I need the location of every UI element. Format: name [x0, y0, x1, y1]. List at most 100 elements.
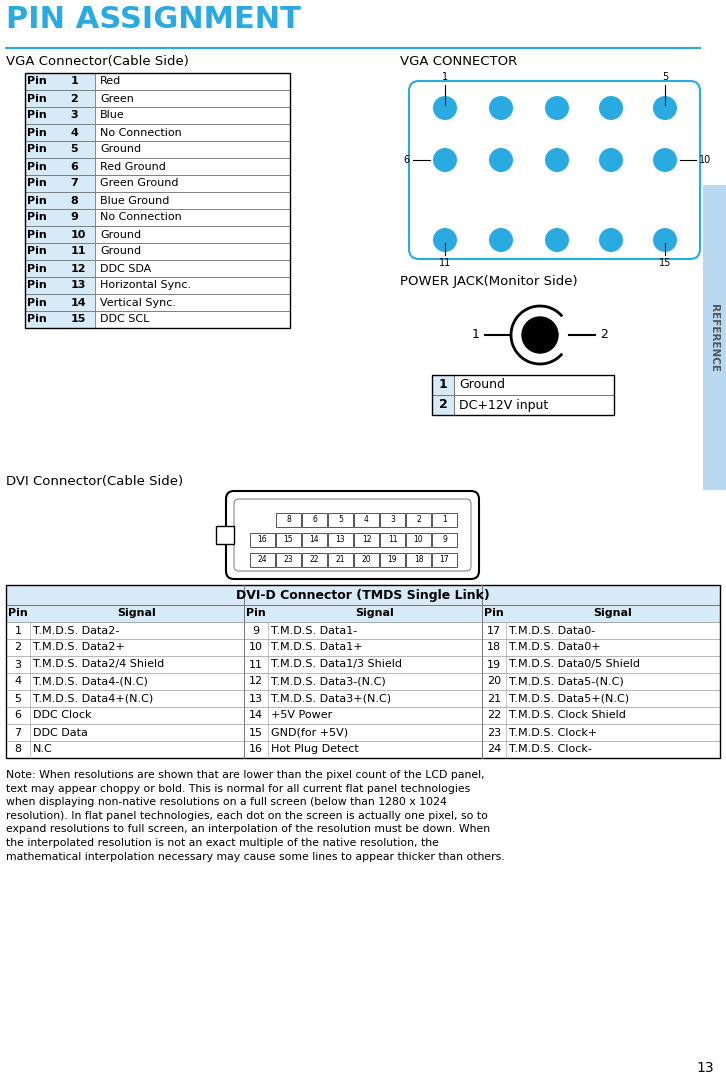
Text: 8: 8	[286, 516, 291, 525]
Text: 6: 6	[15, 710, 22, 720]
Text: T.M.D.S. Data2-: T.M.D.S. Data2-	[33, 626, 119, 635]
Text: 20: 20	[362, 556, 371, 565]
Text: Signal: Signal	[356, 608, 394, 619]
Bar	[95, 260, 290, 277]
Bar	[95, 175, 290, 192]
Text: Pin: Pin	[27, 127, 46, 138]
Text: GND(for +5V): GND(for +5V)	[271, 728, 348, 737]
Bar	[95, 73, 290, 90]
Text: 4: 4	[15, 677, 22, 686]
Text: 12: 12	[362, 535, 371, 544]
Bar	[95, 90, 290, 108]
Text: 11: 11	[388, 535, 397, 544]
FancyBboxPatch shape	[302, 513, 327, 527]
Text: 3: 3	[390, 516, 395, 525]
Text: Vertical Sync.: Vertical Sync.	[100, 298, 176, 307]
FancyBboxPatch shape	[302, 553, 327, 567]
FancyBboxPatch shape	[250, 553, 275, 567]
Text: VGA Connector(Cable Side): VGA Connector(Cable Side)	[6, 55, 189, 68]
Text: Pin: Pin	[27, 144, 46, 154]
Bar	[6, 707, 720, 724]
Text: DDC Clock: DDC Clock	[33, 710, 91, 720]
Circle shape	[489, 96, 513, 119]
Text: Signal: Signal	[118, 608, 156, 619]
Bar	[6, 656, 720, 673]
Bar	[432, 375, 454, 395]
Bar	[454, 395, 614, 415]
Circle shape	[545, 228, 569, 252]
Text: PIN ASSIGNMENT: PIN ASSIGNMENT	[6, 5, 301, 34]
FancyBboxPatch shape	[380, 533, 405, 547]
Text: 1: 1	[70, 76, 78, 87]
Text: 16: 16	[258, 535, 267, 544]
Text: Hot Plug Detect: Hot Plug Detect	[271, 745, 359, 755]
Text: 24: 24	[487, 745, 501, 755]
Bar	[6, 690, 720, 707]
Bar	[6, 585, 720, 605]
FancyBboxPatch shape	[380, 513, 405, 527]
Text: 19: 19	[487, 659, 501, 669]
Text: Red Ground: Red Ground	[100, 162, 166, 172]
Bar	[432, 395, 454, 415]
Text: T.M.D.S. Clock Shield: T.M.D.S. Clock Shield	[509, 710, 626, 720]
Text: 22: 22	[487, 710, 501, 720]
FancyBboxPatch shape	[328, 513, 353, 527]
Bar	[95, 124, 290, 141]
Text: 18: 18	[487, 643, 501, 653]
Text: 11: 11	[70, 247, 86, 256]
Text: 2: 2	[600, 328, 608, 341]
Circle shape	[433, 148, 457, 172]
Bar	[95, 192, 290, 209]
Text: Pin: Pin	[27, 280, 46, 290]
Text: 5: 5	[338, 516, 343, 525]
Circle shape	[433, 228, 457, 252]
Text: Horizontal Sync.: Horizontal Sync.	[100, 280, 191, 290]
Text: REFERENCE: REFERENCE	[709, 303, 719, 371]
Circle shape	[653, 96, 677, 119]
Text: 1: 1	[442, 72, 448, 83]
Text: T.M.D.S. Data2+: T.M.D.S. Data2+	[33, 643, 125, 653]
Text: DVI-D Connector (TMDS Single Link): DVI-D Connector (TMDS Single Link)	[236, 589, 490, 602]
Text: Pin: Pin	[27, 229, 46, 240]
Text: 17: 17	[487, 626, 501, 635]
Bar	[95, 209, 290, 226]
Circle shape	[599, 228, 623, 252]
Text: 5: 5	[662, 72, 668, 83]
Text: T.M.D.S. Data3+(N.C): T.M.D.S. Data3+(N.C)	[271, 694, 391, 704]
Text: 11: 11	[249, 659, 263, 669]
FancyBboxPatch shape	[328, 533, 353, 547]
Text: 11: 11	[439, 258, 451, 268]
Text: Ground: Ground	[100, 247, 141, 256]
Circle shape	[545, 96, 569, 119]
Text: 5: 5	[70, 144, 78, 154]
FancyBboxPatch shape	[432, 533, 457, 547]
Text: 2: 2	[15, 643, 22, 653]
Text: 12: 12	[70, 264, 86, 274]
Text: 1: 1	[439, 379, 447, 391]
Text: T.M.D.S. Clock-: T.M.D.S. Clock-	[509, 745, 592, 755]
Bar	[25, 277, 290, 294]
Bar	[95, 294, 290, 311]
Text: Pin: Pin	[27, 111, 46, 121]
Bar	[454, 375, 614, 395]
Text: Pin: Pin	[246, 608, 266, 619]
Bar	[703, 185, 726, 490]
Circle shape	[433, 96, 457, 119]
Circle shape	[599, 148, 623, 172]
Bar	[95, 157, 290, 175]
Bar	[95, 243, 290, 260]
Circle shape	[545, 148, 569, 172]
Circle shape	[489, 148, 513, 172]
Text: Pin: Pin	[8, 608, 28, 619]
Text: T.M.D.S. Clock+: T.M.D.S. Clock+	[509, 728, 597, 737]
Bar	[95, 108, 290, 124]
Text: 14: 14	[310, 535, 319, 544]
Text: DDC Data: DDC Data	[33, 728, 88, 737]
Text: 9: 9	[253, 626, 260, 635]
Bar	[25, 157, 290, 175]
Text: Pin: Pin	[27, 93, 46, 103]
Text: 21: 21	[487, 694, 501, 704]
Text: 18: 18	[414, 556, 423, 565]
FancyBboxPatch shape	[406, 533, 431, 547]
Bar	[6, 673, 720, 690]
